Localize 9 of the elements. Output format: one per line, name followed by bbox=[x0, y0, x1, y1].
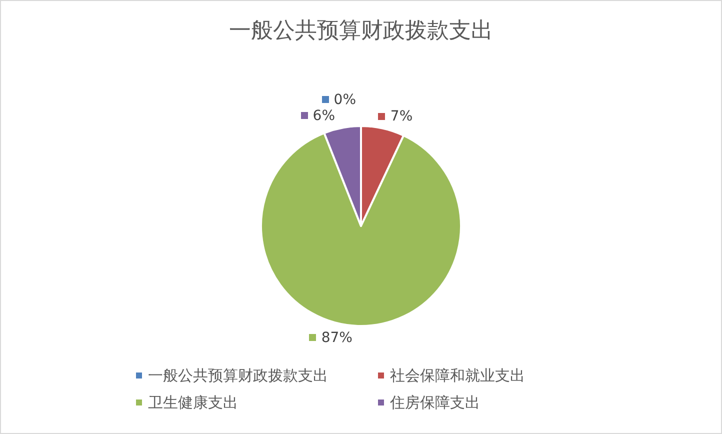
data-label: 7% bbox=[390, 108, 413, 125]
chart-title: 一般公共预算财政拨款支出 bbox=[229, 18, 493, 44]
data-label: 6% bbox=[312, 108, 336, 124]
legend-label: 一般公共预算财政拨款支出 bbox=[148, 366, 328, 384]
text: 0% bbox=[334, 92, 356, 108]
legend-label: 住房保障支出 bbox=[389, 394, 480, 412]
data-label: 87% bbox=[321, 330, 352, 346]
legend-label: 社会保障和就业支出 bbox=[390, 366, 525, 384]
legend-label: 卫生健康支出 bbox=[148, 394, 238, 412]
